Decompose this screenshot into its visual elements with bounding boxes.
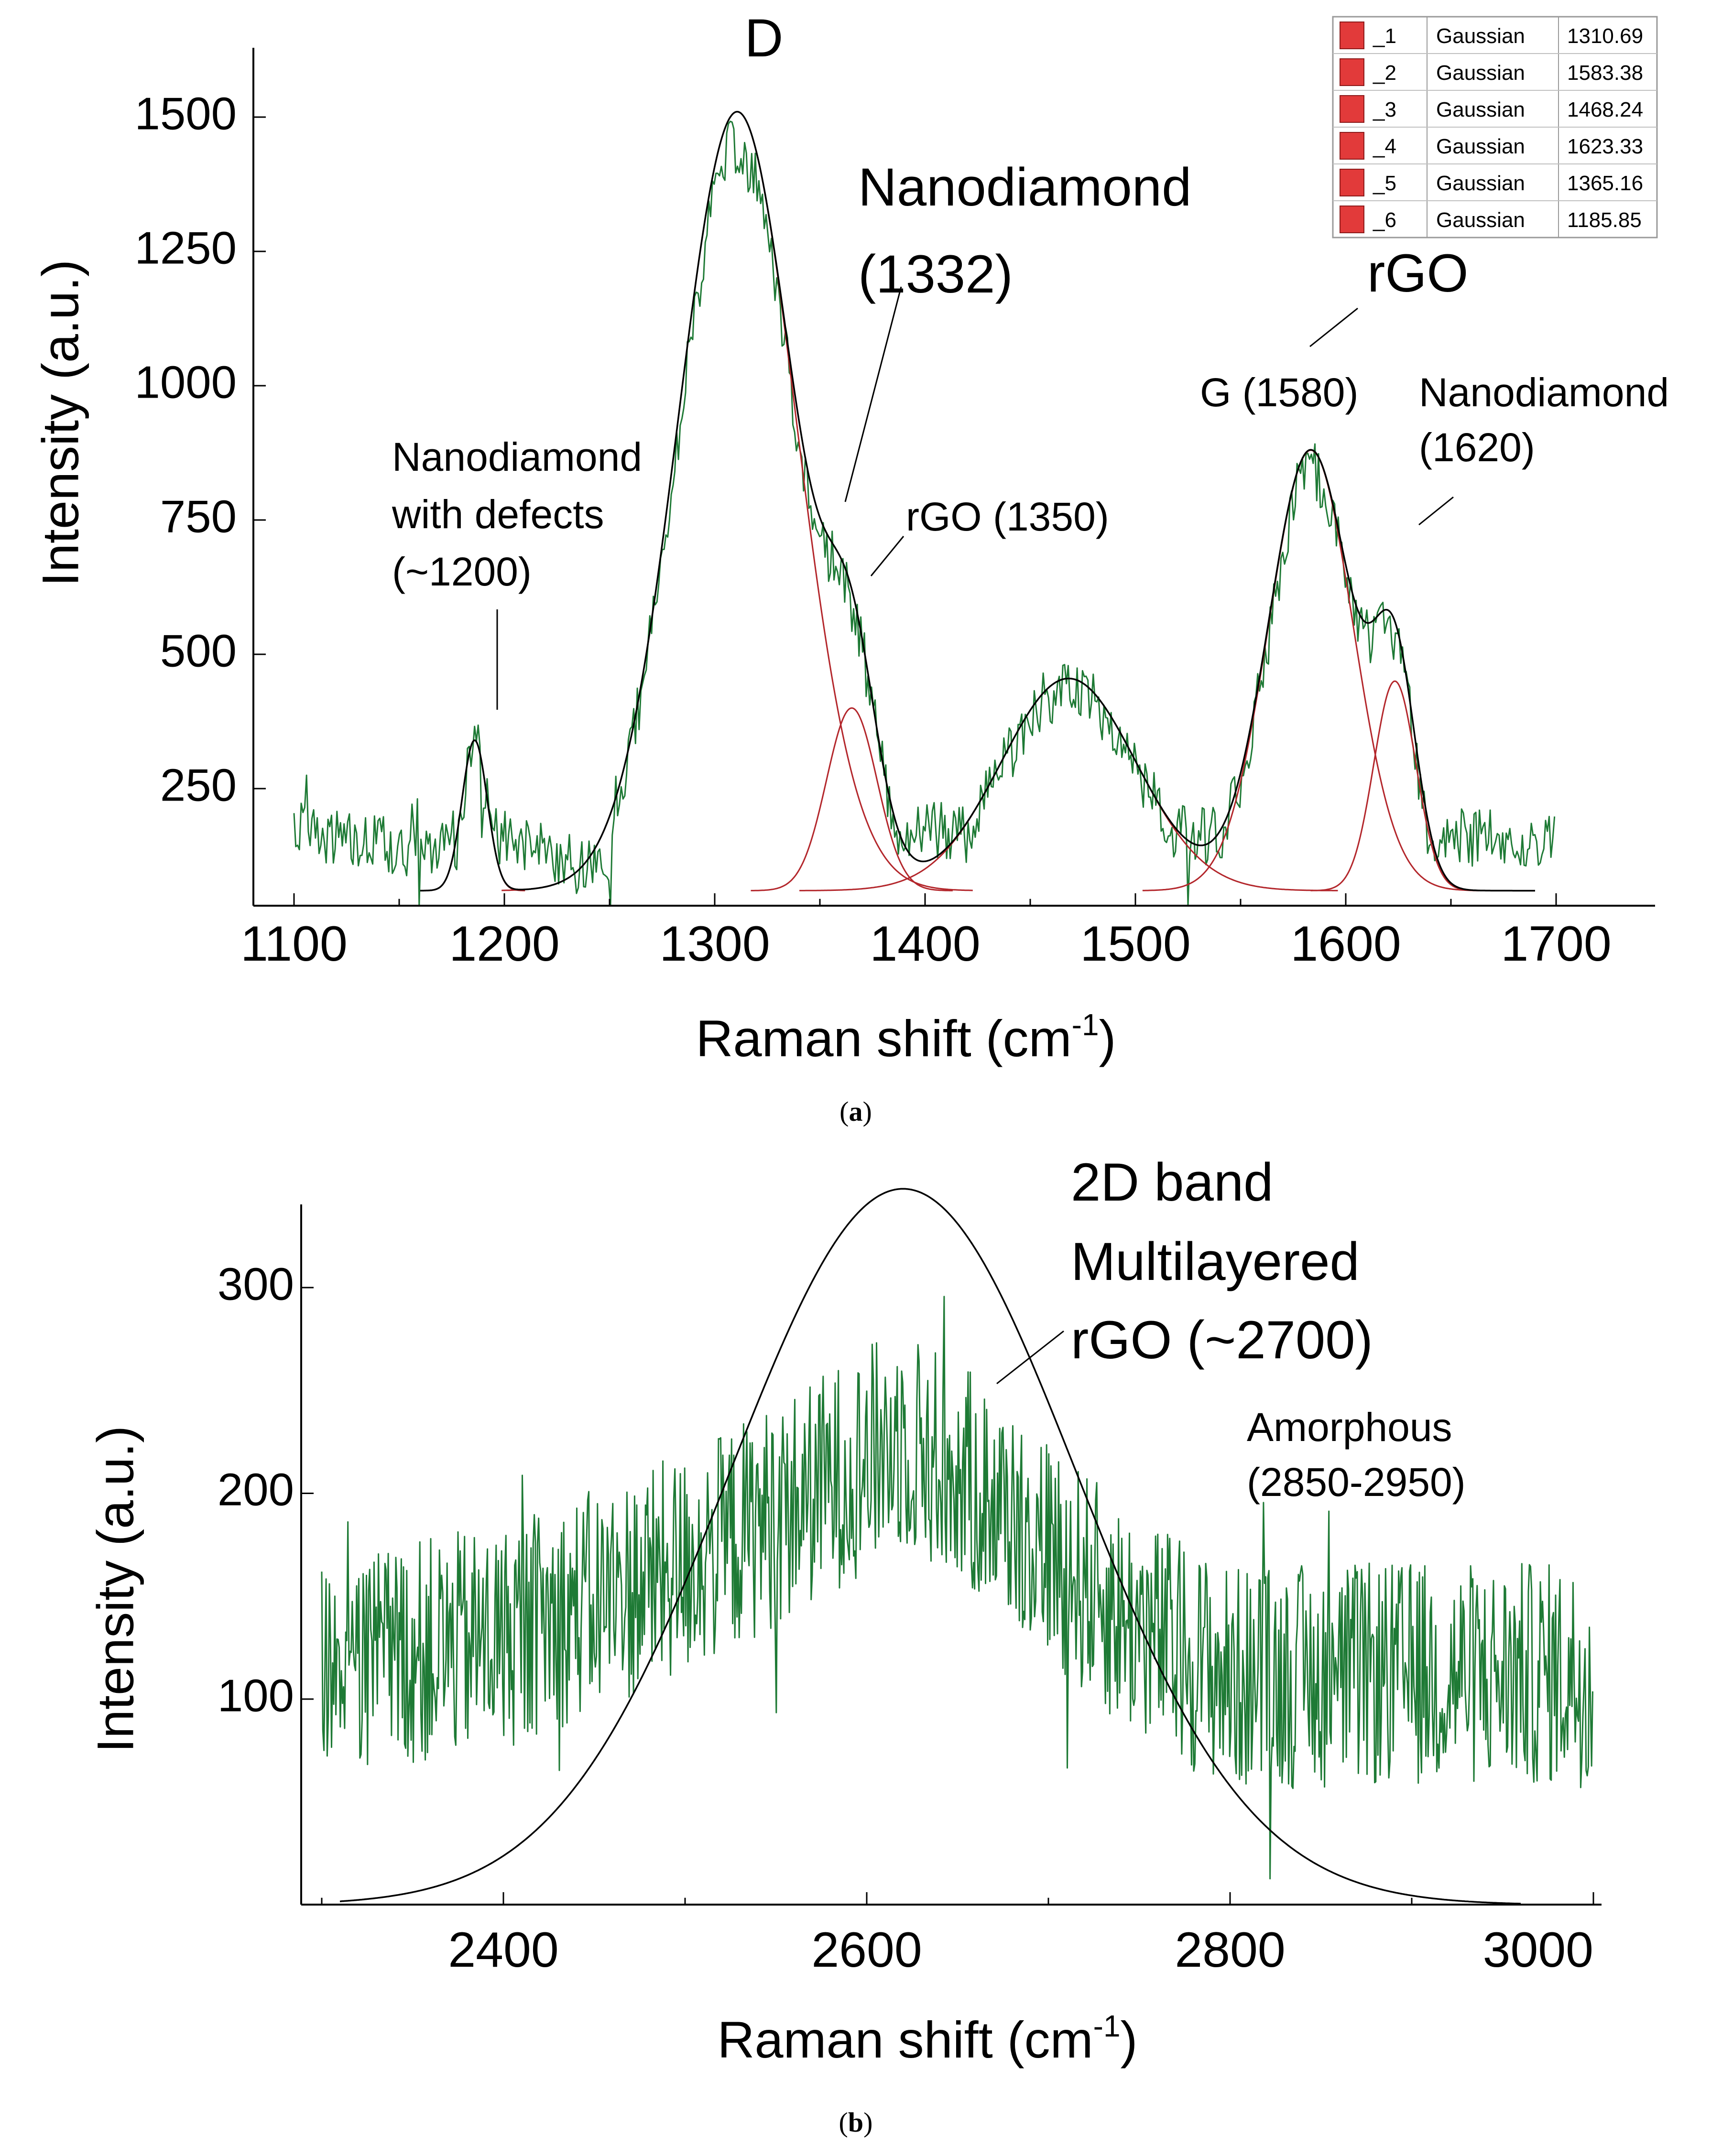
legend-row: _4 Gaussian 1623.33: [1340, 132, 1643, 160]
annotation-rgo: rGO: [1367, 243, 1469, 303]
y-tick-label-a-1000: 1000: [134, 357, 237, 408]
legend-row: _1 Gaussian 1310.69: [1340, 22, 1643, 49]
x-tick-label-a-1700: 1700: [1501, 916, 1611, 972]
annotation-nanodiamond-1332-title: Nanodiamond: [858, 157, 1191, 217]
legend-index: _4: [1373, 135, 1396, 158]
legend-row: _6 Gaussian 1185.85: [1340, 206, 1642, 233]
y-tick-label-a-1500: 1500: [134, 88, 237, 139]
ticks-a: [253, 116, 1557, 906]
raw-spectrum-line: [293, 120, 1556, 907]
legend-index: _3: [1373, 98, 1396, 121]
legend-center: 1185.85: [1567, 208, 1642, 232]
y-tick-label-a-750: 750: [160, 491, 237, 542]
legend-swatch: [1340, 22, 1364, 49]
annotation-d-band: D: [745, 8, 784, 68]
component-peak-1468.24: [799, 678, 1338, 891]
annotation-rgo-1350: rGO (1350): [906, 494, 1109, 539]
leader-rgo: [1309, 307, 1358, 347]
x-tick-label-b-2600: 2600: [811, 1922, 922, 1978]
x-tick-label-a-1500: 1500: [1080, 916, 1190, 972]
ticks-b: [301, 1287, 1594, 1905]
annotation-defects-line2: with defects: [392, 492, 604, 537]
legend-center: 1468.24: [1567, 98, 1643, 121]
annotation-amorphous-range: (2850-2950): [1247, 1460, 1466, 1505]
component-peak-1185.85: [424, 739, 525, 891]
legend-type: Gaussian: [1436, 98, 1525, 121]
y-tick-label-a-500: 500: [160, 625, 237, 676]
legend-swatch: [1340, 95, 1364, 123]
legend-type: Gaussian: [1436, 61, 1525, 85]
legend-row: _3 Gaussian 1468.24: [1340, 95, 1643, 123]
legend-center: 1583.38: [1567, 61, 1643, 85]
legend-swatch: [1340, 132, 1364, 160]
y-tick-label-a-250: 250: [160, 759, 237, 811]
x-tick-label-a-1400: 1400: [870, 916, 980, 972]
legend-swatch: [1340, 169, 1364, 196]
annotation-amorphous-title: Amorphous: [1247, 1405, 1452, 1450]
annotation-nanodiamond-1332-value: (1332): [858, 244, 1013, 304]
y-tick-label-b-300: 300: [218, 1258, 294, 1310]
panel-b-chart: 100 200 300 2400 2600 2800 3000 Intensit…: [87, 1152, 1602, 2138]
x-tick-label-a-1100: 1100: [240, 916, 348, 972]
annotation-nanodiamond-1620-title: Nanodiamond: [1419, 370, 1669, 415]
annotation-defects-line3: (~1200): [392, 549, 532, 594]
legend-swatch: [1340, 206, 1364, 233]
x-tick-label-a-1600: 1600: [1290, 916, 1401, 972]
annotation-2d-band-multilayer: Multilayered: [1071, 1232, 1360, 1291]
legend-index: _5: [1373, 172, 1396, 195]
raw-spectrum-line: [321, 1296, 1593, 1880]
raw-spectrum-a: [293, 120, 1556, 907]
y-tick-label-b-200: 200: [218, 1464, 294, 1515]
legend-type: Gaussian: [1436, 135, 1525, 158]
legend-index: _2: [1373, 61, 1396, 85]
legend-row: _2 Gaussian 1583.38: [1340, 58, 1643, 86]
fit-legend-table: _1 Gaussian 1310.69 _2 Gaussian 1583.38 …: [1332, 16, 1658, 238]
gaussian-fit-b: [339, 1188, 1521, 1905]
annotation-2d-band-value: rGO (~2700): [1071, 1310, 1373, 1370]
annotation-nanodiamond-1620-value: (1620): [1419, 425, 1535, 470]
annotation-defects-line1: Nanodiamond: [392, 434, 642, 479]
leader-rgo-1350: [870, 536, 905, 576]
raw-spectrum-b: [321, 1296, 1593, 1880]
legend-index: _1: [1373, 24, 1396, 48]
y-axis-label-a: Intensity (a.u.): [32, 260, 89, 586]
cumulative-fit-line: [339, 1188, 1521, 1905]
y-axis-label-b: Intensity (a.u.): [87, 1426, 144, 1753]
panel-a-chart: 250 500 750 1000 1250 1500 1100 1200 130…: [32, 8, 1669, 1127]
cumulative-fit-a: [420, 111, 1535, 892]
leader-2d-band: [996, 1330, 1064, 1385]
annotation-g-band: G (1580): [1200, 370, 1359, 415]
legend-type: Gaussian: [1436, 24, 1525, 48]
x-tick-label-b-2800: 2800: [1175, 1922, 1285, 1978]
x-axis-label-b: Raman shift (cm-1): [717, 2009, 1137, 2069]
legend-center: 1623.33: [1567, 135, 1643, 158]
y-tick-label-b-100: 100: [218, 1670, 294, 1721]
x-tick-label-b-2400: 2400: [448, 1922, 558, 1978]
legend-type: Gaussian: [1436, 172, 1525, 195]
x-tick-label-b-3000: 3000: [1483, 1922, 1593, 1978]
annotation-2d-band-title: 2D band: [1071, 1152, 1273, 1212]
y-tick-label-a-1250: 1250: [134, 222, 237, 273]
leader-nanodiamond-1620: [1418, 496, 1454, 526]
x-tick-label-a-1300: 1300: [659, 916, 770, 972]
component-peak-1623.33: [1310, 680, 1479, 891]
component-peak-1365.16: [751, 707, 953, 891]
legend-type: Gaussian: [1436, 208, 1525, 232]
cumulative-fit-line: [420, 111, 1535, 892]
x-axis-label-a: Raman shift (cm-1): [696, 1008, 1116, 1067]
legend-center: 1310.69: [1567, 24, 1643, 48]
caption-b: (b): [839, 2107, 873, 2138]
legend-index: _6: [1373, 208, 1396, 232]
legend-swatch: [1340, 58, 1364, 86]
legend-center: 1365.16: [1567, 172, 1643, 195]
leader-nanodiamond-1332: [844, 286, 902, 502]
caption-a: (a): [839, 1096, 872, 1127]
legend-row: _5 Gaussian 1365.16: [1340, 169, 1643, 196]
x-tick-label-a-1200: 1200: [449, 916, 559, 972]
